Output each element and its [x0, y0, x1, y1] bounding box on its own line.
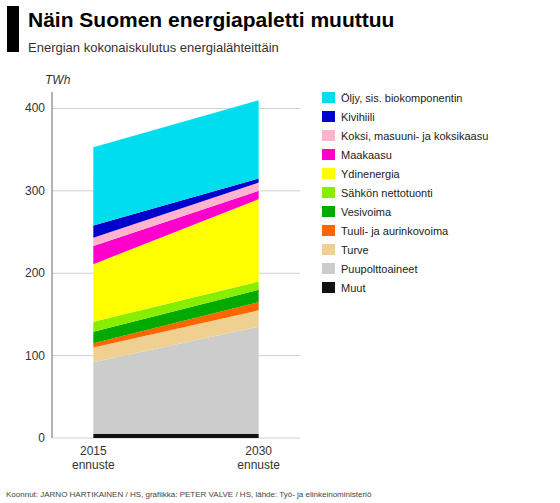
legend-label: Koksi, masuuni- ja koksikaasu	[341, 130, 488, 142]
y-tick-label: 0	[38, 431, 45, 445]
chart: Näin Suomen energiapaletti muuttuu Energi…	[0, 0, 560, 503]
y-tick-label: 400	[25, 101, 45, 115]
footnote: Koonnut: JARNO HARTIKAINEN / HS, grafiik…	[6, 490, 372, 499]
legend-swatch	[322, 130, 335, 141]
legend-label: Öljy, sis. biokomponentin	[341, 92, 462, 104]
legend-label: Tuuli- ja aurinkovoima	[341, 225, 449, 237]
legend-label: Muut	[341, 282, 365, 294]
legend-swatch	[322, 244, 335, 255]
legend-swatch	[322, 111, 335, 122]
legend-label: Maakaasu	[341, 149, 392, 161]
legend-swatch	[322, 168, 335, 179]
legend-label: Vesivoima	[341, 206, 392, 218]
legend-swatch	[322, 149, 335, 160]
legend-label: Ydinenergia	[341, 168, 401, 180]
legend-swatch	[322, 206, 335, 217]
legend-label: Kivihiili	[341, 111, 375, 123]
y-tick-label: 300	[25, 184, 45, 198]
title-bar	[7, 6, 19, 52]
title: Näin Suomen energiapaletti muuttuu	[28, 8, 394, 31]
legend-label: Puupolttoaineet	[341, 263, 417, 275]
legend-swatch	[322, 187, 335, 198]
legend-swatch	[322, 282, 335, 293]
subtitle: Energian kokonaiskulutus energialähteitt…	[28, 40, 279, 55]
legend-label: Sähkön nettotuonti	[341, 187, 433, 199]
x-tick-label: 2015ennuste	[72, 444, 115, 472]
legend: Öljy, sis. biokomponentin Kivihiili Koksi,…	[322, 92, 488, 294]
y-tick-label: 200	[25, 266, 45, 280]
legend-swatch	[322, 263, 335, 274]
areas	[93, 100, 258, 438]
legend-swatch	[322, 225, 335, 236]
grid-line	[52, 108, 300, 109]
legend-label: Turve	[341, 244, 369, 256]
y-axis-label: TWh	[45, 73, 71, 87]
y-axis-line	[52, 92, 53, 438]
y-tick-label: 100	[25, 349, 45, 363]
area	[93, 434, 258, 438]
x-tick-label: 2030ennuste	[237, 444, 280, 472]
area	[93, 100, 258, 225]
legend-swatch	[322, 92, 335, 103]
